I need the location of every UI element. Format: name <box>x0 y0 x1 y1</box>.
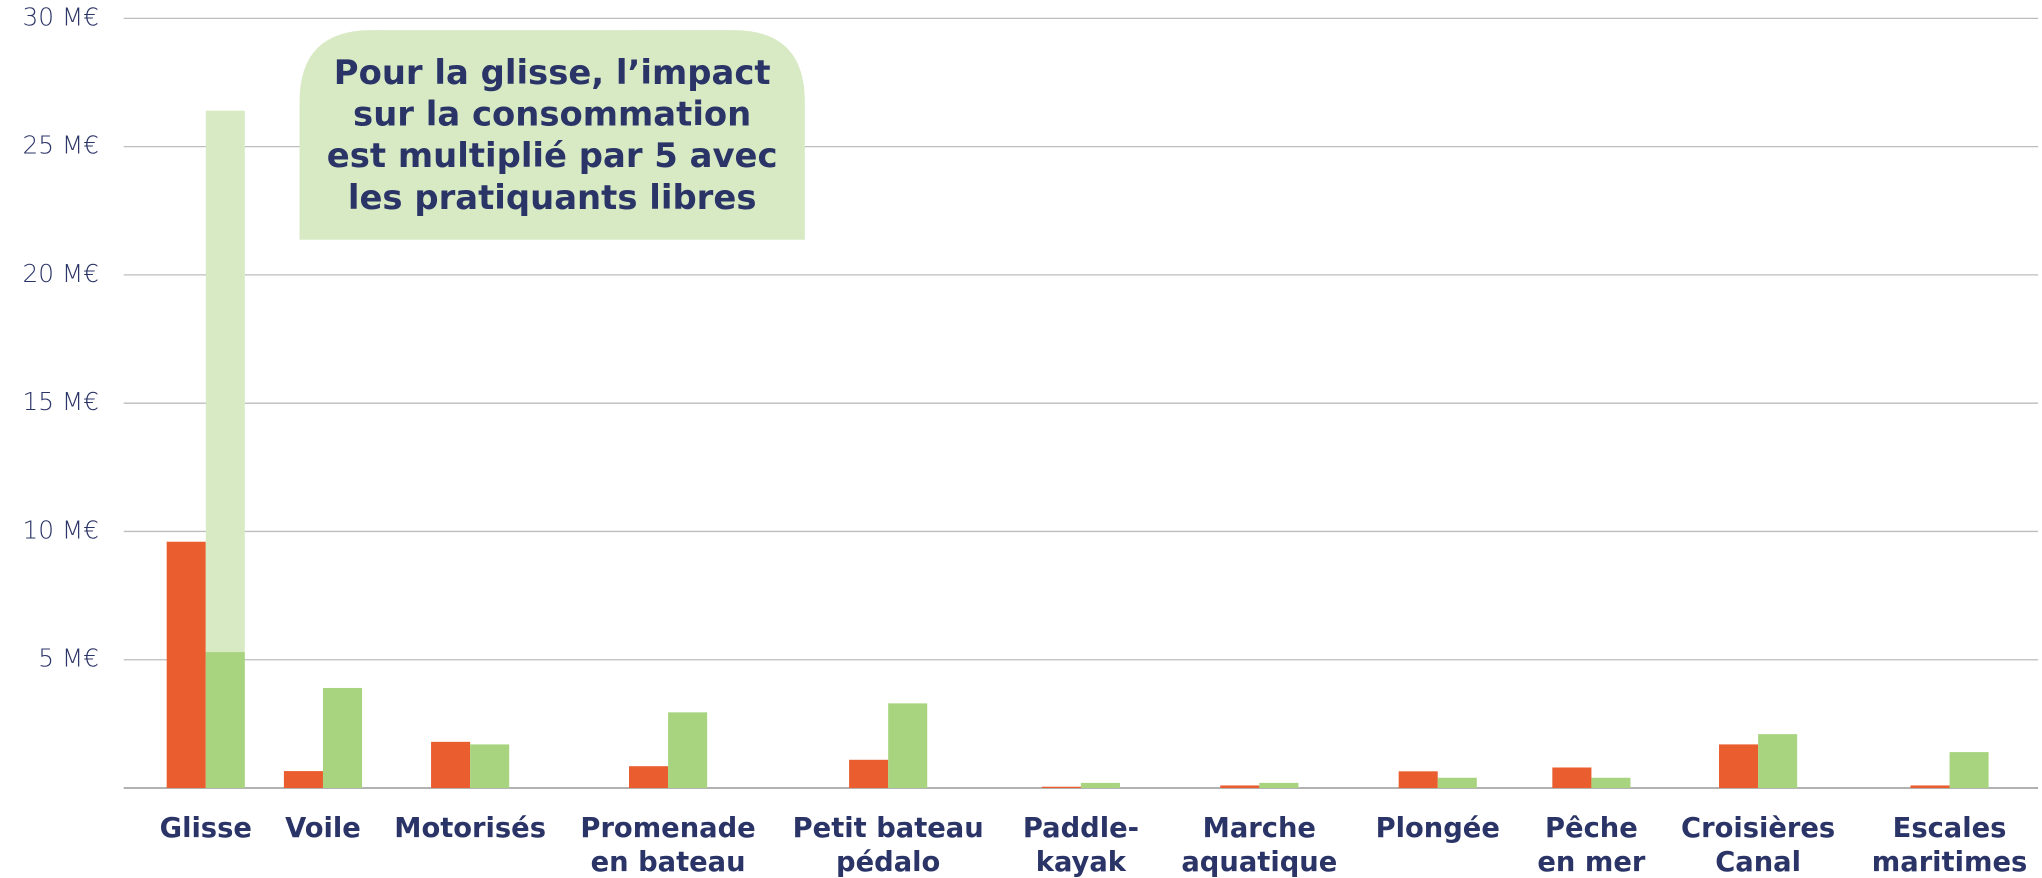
bar <box>888 703 928 789</box>
bar <box>431 741 471 789</box>
annotation-text: sur la consommation <box>353 95 751 134</box>
x-tick-label: Escales <box>1893 813 2007 844</box>
bar <box>1949 752 1989 789</box>
x-tick-label: Promenade <box>580 813 755 844</box>
y-tick-label: 15 M€ <box>23 387 99 416</box>
bar <box>1910 785 1950 789</box>
annotation-text: Pour la glisse, l’impact <box>334 53 771 92</box>
bar <box>1591 777 1631 789</box>
x-tick-label: Marche <box>1203 813 1316 844</box>
bar <box>166 541 206 789</box>
bar <box>629 766 669 789</box>
x-tick-label: Pêche <box>1545 813 1638 844</box>
x-tick-label: Paddle- <box>1023 813 1139 844</box>
x-tick-label: maritimes <box>1872 847 2027 878</box>
x-tick-label: Plongée <box>1376 813 1500 844</box>
bar <box>1220 785 1260 789</box>
x-tick-label: Croisières <box>1681 813 1835 844</box>
bar <box>1758 734 1798 789</box>
y-tick-label: 25 M€ <box>23 131 99 160</box>
bar <box>1437 777 1477 789</box>
x-tick-label: aquatique <box>1181 847 1337 878</box>
bar <box>322 687 363 789</box>
bar <box>283 771 323 789</box>
y-tick-label: 10 M€ <box>23 515 99 544</box>
annotation-box <box>299 30 805 240</box>
x-tick-label: Canal <box>1715 847 1801 878</box>
annotation-text: les pratiquants libres <box>348 178 757 217</box>
bar <box>1398 771 1438 789</box>
bar <box>668 712 708 789</box>
x-tick-label: en bateau <box>591 847 746 878</box>
x-tick-label: en mer <box>1537 847 1646 878</box>
annotation-text: est multiplié par 5 avec <box>327 136 778 175</box>
x-tick-label: Motorisés <box>394 813 546 844</box>
bar <box>1259 782 1299 789</box>
bar <box>1719 744 1759 789</box>
bar <box>1552 767 1592 789</box>
x-tick-label: Glisse <box>160 813 252 844</box>
x-tick-label: kayak <box>1036 847 1127 878</box>
y-tick-label: 30 M€ <box>23 2 99 31</box>
bar <box>1041 786 1081 789</box>
bar <box>205 652 245 789</box>
bar <box>1080 782 1120 789</box>
bar <box>205 110 245 653</box>
x-tick-label: pédalo <box>836 847 940 878</box>
bar <box>470 744 510 789</box>
x-tick-label: Petit bateau <box>793 813 984 844</box>
y-tick-label: 20 M€ <box>23 259 99 288</box>
x-tick-label: Voile <box>285 813 361 844</box>
y-tick-label: 5 M€ <box>38 644 99 673</box>
bar <box>849 759 889 789</box>
